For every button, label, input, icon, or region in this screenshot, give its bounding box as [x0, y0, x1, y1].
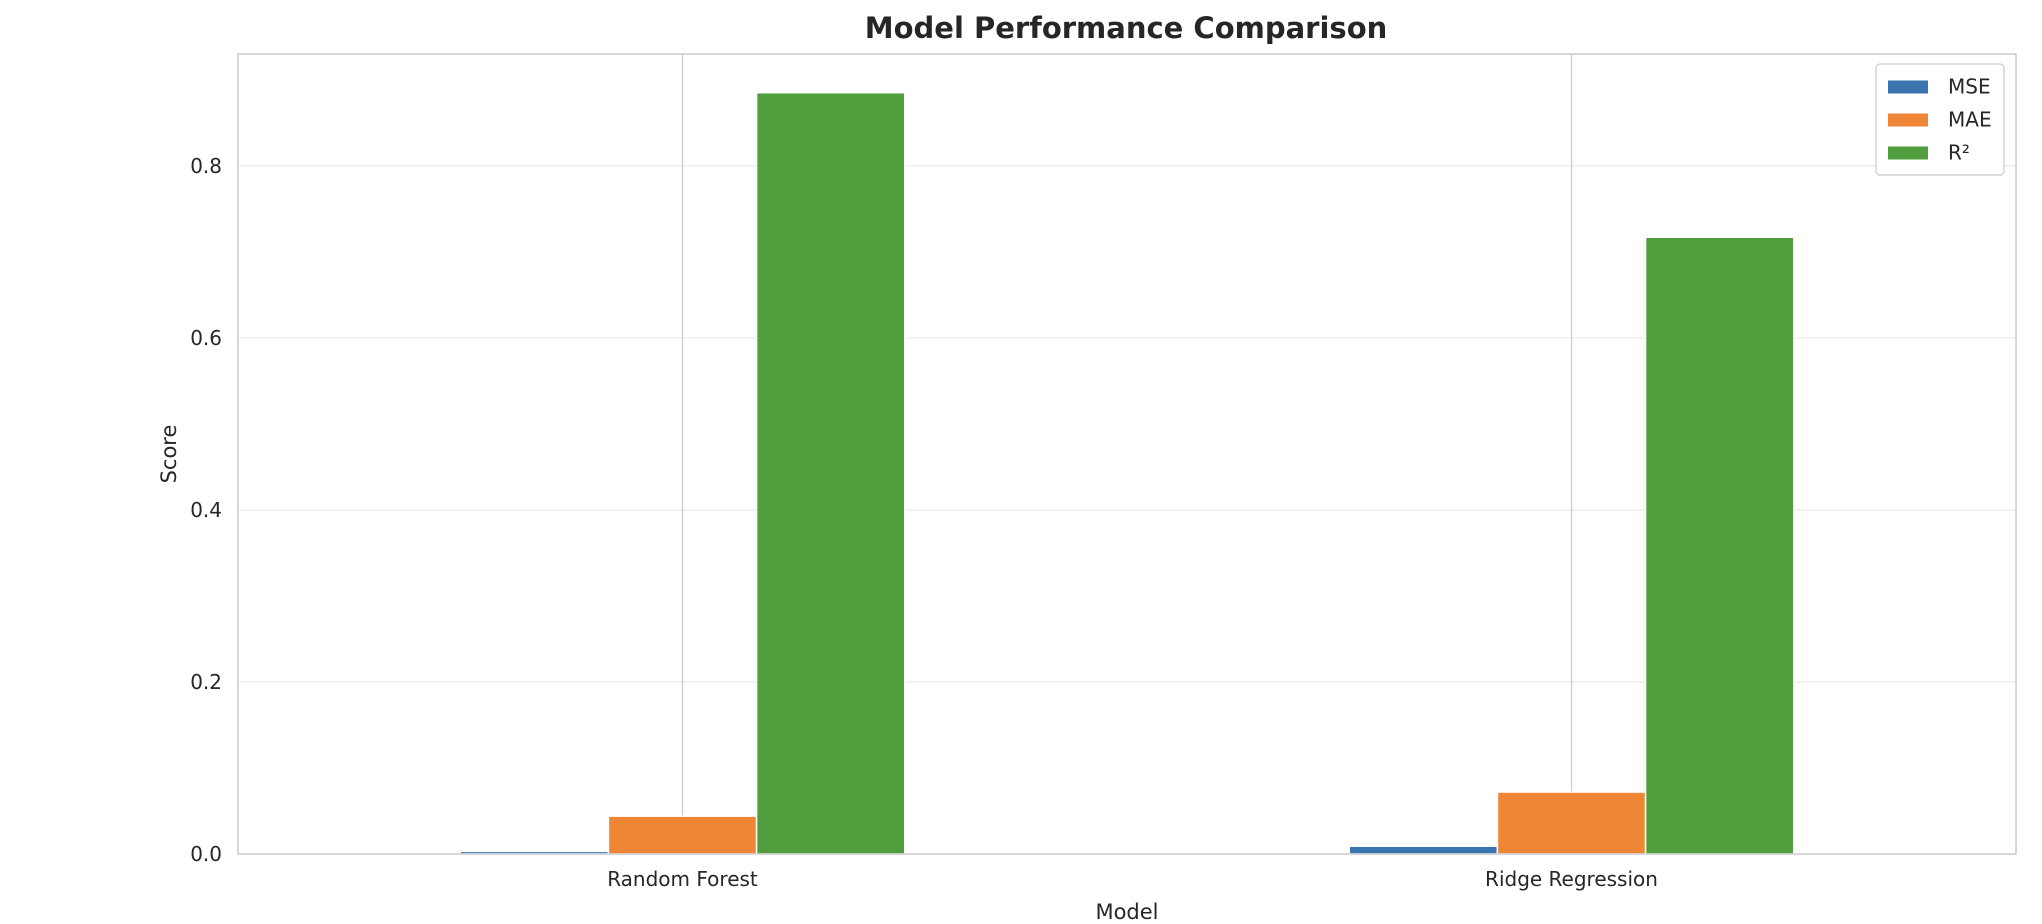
y-axis-ticks: 0.0 0.2 0.4 0.6 0.8	[190, 154, 222, 866]
plot-frame	[237, 53, 2017, 855]
legend-swatch	[1888, 146, 1928, 160]
bar	[607, 815, 758, 855]
bar	[1348, 845, 1499, 855]
y-tick-label: 0.0	[190, 842, 222, 866]
legend-swatch	[1888, 80, 1928, 94]
legend-label: MAE	[1948, 108, 1992, 132]
y-tick-label: 0.8	[190, 154, 222, 178]
legend: MSE MAE R²	[1875, 63, 2005, 176]
x-axis-ticks: Random Forest Ridge Regression	[607, 867, 1658, 891]
bar	[1644, 236, 1795, 855]
bars	[459, 91, 1795, 855]
y-tick-label: 0.2	[190, 670, 222, 694]
y-tick-label: 0.4	[190, 498, 222, 522]
bar	[1496, 791, 1647, 855]
legend-label: R²	[1948, 141, 1970, 165]
bar	[755, 91, 906, 855]
y-axis-label: Score	[157, 425, 181, 484]
x-tick-label: Random Forest	[607, 867, 758, 891]
legend-swatch	[1888, 113, 1928, 127]
chart-title: Model Performance Comparison	[865, 11, 1388, 45]
x-tick-label: Ridge Regression	[1485, 867, 1658, 891]
legend-label: MSE	[1948, 75, 1991, 99]
y-tick-label: 0.6	[190, 326, 222, 350]
x-axis-label: Model	[1095, 900, 1158, 924]
